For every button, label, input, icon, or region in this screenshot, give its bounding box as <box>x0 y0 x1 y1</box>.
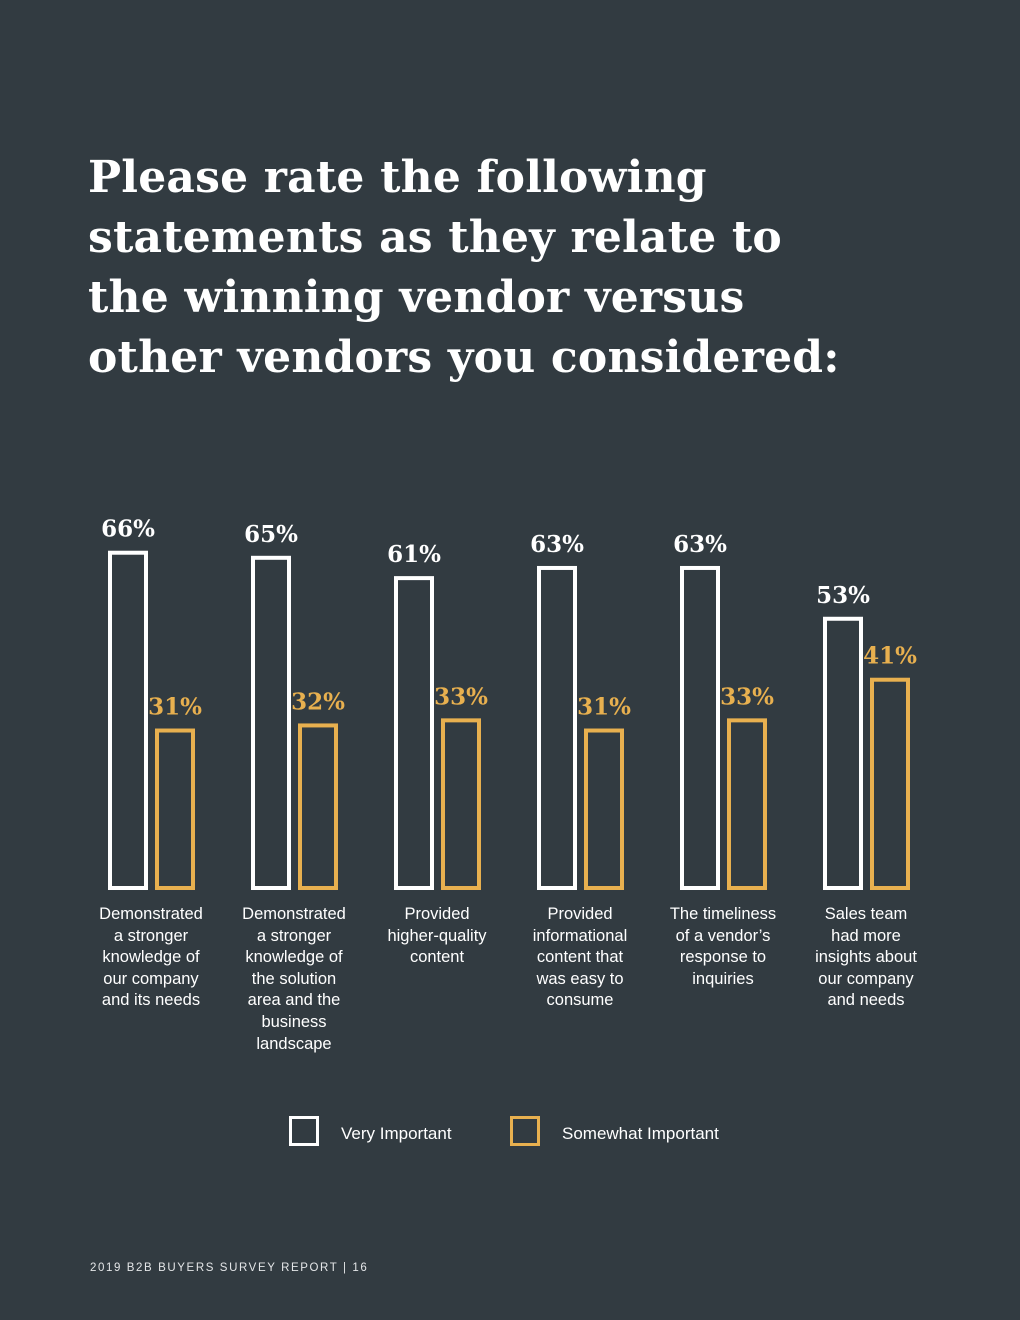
bar-very-important <box>823 616 863 890</box>
bar-somewhat-important <box>584 728 624 891</box>
value-label-very-important: 63% <box>530 531 584 558</box>
legend-somewhat-important-swatch <box>510 1116 540 1146</box>
value-label-somewhat-important: 41% <box>863 643 917 670</box>
value-label-very-important: 66% <box>101 516 155 543</box>
value-label-somewhat-important: 31% <box>148 694 202 721</box>
bar-somewhat-important <box>727 718 767 890</box>
page-title-line: Please rate the following <box>88 152 707 203</box>
bar-very-important <box>251 555 291 890</box>
page-title-line: the winning vendor versus <box>88 272 745 323</box>
legend-very-important-label: Very Important <box>341 1124 452 1143</box>
legend-very-important-swatch <box>289 1116 319 1146</box>
bar-somewhat-important <box>870 677 910 890</box>
bar-very-important <box>108 550 148 890</box>
category-label: Provided higher-quality content <box>387 905 487 967</box>
page-title-line: statements as they relate to <box>88 212 782 263</box>
category-label: Demonstrated a stronger knowledge of our co… <box>99 905 203 1010</box>
page-footer: 2019 B2B BUYERS SURVEY REPORT | 16 <box>90 1262 369 1274</box>
page-title-line: other vendors you considered: <box>88 332 840 383</box>
category-label: Provided informational content that was eas… <box>532 905 628 1010</box>
value-label-somewhat-important: 33% <box>720 683 774 710</box>
legend-somewhat-important-label: Somewhat Important <box>562 1124 719 1143</box>
bar-very-important <box>537 565 577 891</box>
value-label-very-important: 63% <box>673 531 727 558</box>
bar-somewhat-important <box>298 723 338 890</box>
category-label: Sales team had more insights about our comp… <box>815 905 917 1010</box>
bar-very-important <box>680 565 720 891</box>
bar-very-important <box>394 576 434 890</box>
category-label: Demonstrated a stronger knowledge of the so… <box>242 905 346 1053</box>
value-label-very-important: 53% <box>816 582 870 609</box>
category-label: The timeliness of a vendor’s response to in… <box>669 905 777 988</box>
value-label-somewhat-important: 32% <box>291 688 345 715</box>
page-title: Please rate the following statements as t… <box>88 148 848 388</box>
bar-somewhat-important <box>155 728 195 891</box>
value-label-somewhat-important: 33% <box>434 683 488 710</box>
value-label-somewhat-important: 31% <box>577 694 631 721</box>
value-label-very-important: 65% <box>244 521 298 548</box>
bar-somewhat-important <box>441 718 481 890</box>
value-label-very-important: 61% <box>387 541 441 568</box>
